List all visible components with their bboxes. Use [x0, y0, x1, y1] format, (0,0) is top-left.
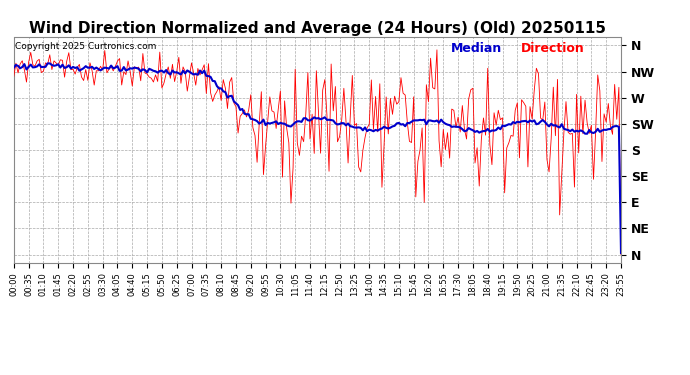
Text: Median: Median	[451, 42, 502, 55]
Text: Copyright 2025 Curtronics.com: Copyright 2025 Curtronics.com	[15, 42, 157, 51]
Text: Direction: Direction	[521, 42, 584, 55]
Title: Wind Direction Normalized and Average (24 Hours) (Old) 20250115: Wind Direction Normalized and Average (2…	[29, 21, 606, 36]
